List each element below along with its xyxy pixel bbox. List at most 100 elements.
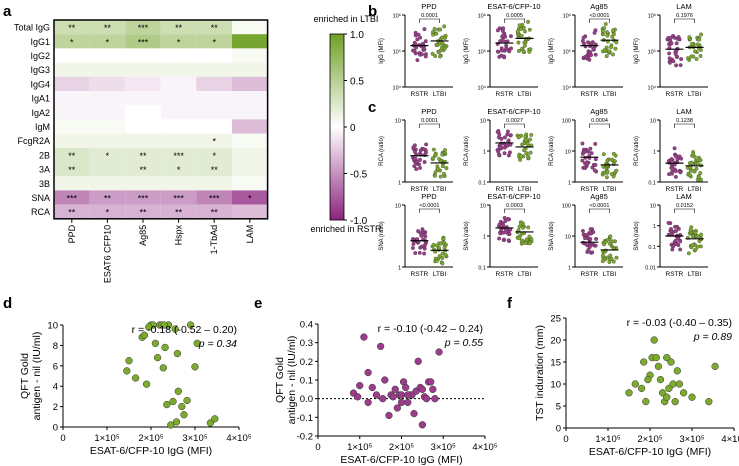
dotplot-point (431, 147, 436, 152)
dotplot-point (497, 54, 502, 59)
scatter-point (161, 343, 169, 352)
dotplot-point (670, 231, 675, 236)
heatmap-star: * (248, 194, 252, 204)
dotplot-point (694, 57, 699, 61)
scatter-point (153, 353, 162, 362)
heatmap-cell (232, 91, 268, 106)
scatter-point (160, 321, 168, 329)
heatmap-cell (232, 62, 268, 77)
dotplot-point (416, 32, 421, 37)
dotplot-p-value: 0.0001 (421, 13, 438, 19)
dotplot-y-tick-label: 10⁶ (648, 13, 656, 20)
dotplot-point (413, 251, 418, 256)
dotplot-point (605, 169, 610, 174)
dotplot-point (672, 146, 677, 151)
heatmap-cell (232, 34, 268, 49)
scatter-y-tick-label: 10 (550, 380, 561, 391)
dotplot-point (600, 259, 605, 264)
heatmap-row-label: 3A (39, 165, 50, 175)
colorbar-tick-label: 1.0 (350, 30, 364, 41)
dotplot-point (440, 256, 445, 260)
dotplot-point (677, 154, 682, 159)
dotplots-panel-c: PPD 10 1 RCA (ratio) RSTR LTBI 0.0001 ESAT-6/CF… (379, 107, 708, 278)
scatter-stat-p: p = 0.89 (693, 331, 732, 343)
heatmap-cell (160, 147, 197, 162)
dotplot-group-label: LTBI (518, 91, 531, 98)
dotplot-group-label: RSTR (496, 91, 514, 98)
dotplot-y-tick-label: 1 (483, 150, 486, 156)
scatter-y-label: QFT Gold (274, 357, 286, 403)
panel-label-e: e (254, 295, 262, 312)
dotplot-point (441, 236, 446, 241)
scatter-point (372, 391, 381, 399)
scatter-point (663, 353, 671, 362)
dotplot-point (608, 241, 612, 246)
scatter-x-label: ESAT-6/CFP-10 IgG (MFI) (589, 446, 711, 458)
scatter-point (159, 364, 167, 372)
dotplot-point (417, 250, 422, 255)
heatmap-col-label: PPD (67, 224, 77, 243)
dotplot-point (669, 41, 674, 46)
dotplot-y-label: IgG (MFI) (634, 38, 640, 64)
heatmap-cell (125, 147, 161, 162)
colorbar-tick-label: -0.5 (350, 170, 368, 181)
dotplot-point (417, 162, 422, 167)
dotplot-point (502, 151, 507, 156)
dotplot-point (580, 228, 585, 233)
scatter-point (376, 342, 385, 351)
dotplot-y-tick-label: 0.01 (645, 266, 656, 272)
dotplot-title: Ag85 (590, 107, 608, 116)
scatter-point (381, 376, 389, 384)
heatmap-cell (89, 62, 126, 77)
heatmap-cell (89, 91, 126, 106)
heatmap-cell (54, 190, 90, 205)
dotplot-point (411, 145, 416, 150)
scatter-y-tick-label: 4 (53, 382, 58, 393)
heatmap-cell (196, 20, 232, 35)
dotplot-bracket (674, 18, 695, 23)
heatmap-col-label: LAM (245, 225, 255, 244)
dotplot-point (437, 156, 442, 161)
dotplot-p-value: <0.0001 (419, 203, 439, 209)
scatter-point (650, 336, 658, 344)
dotplot-point (688, 228, 693, 233)
scatter-y-label: QFT Gold (19, 353, 31, 399)
scatter-point (364, 368, 372, 377)
heatmap-cell (196, 105, 232, 120)
heatmap-cell (54, 176, 90, 191)
dotplot-point (438, 174, 443, 179)
dotplot-p-value: 0.1976 (676, 13, 693, 19)
dotplot-group-label: LTBI (433, 186, 446, 193)
heatmap-row-label: 2B (39, 150, 50, 160)
dotplot-y-tick-label: 1 (653, 150, 656, 156)
dotplot-point (527, 234, 532, 239)
scatter-point (151, 339, 160, 348)
scatter-point (131, 374, 140, 382)
scatter-point (173, 349, 182, 358)
heatmap-cell (89, 105, 126, 120)
scatter-y-label: TST induration (mm) (534, 325, 546, 421)
dotplot-point (694, 166, 699, 171)
heatmap-row-label: RCA (31, 207, 50, 217)
dotplot-point (497, 132, 502, 137)
dotplot-group-label: LTBI (603, 91, 616, 98)
dotplot-point (517, 23, 522, 28)
heatmap-cell (160, 34, 197, 49)
dotplot-point (607, 49, 612, 54)
scatter-panel-e: -0.2 -0.1 0.0 0.1 0.2 0.3 0.4 0 1×10⁵ 2×10⁵ 3×10⁵ 4… (274, 320, 498, 466)
scatter-point (663, 393, 671, 401)
heatmap-cell (196, 91, 232, 106)
dotplot-point (418, 35, 423, 40)
dotplot-point (674, 63, 679, 68)
scatter-y-tick-label: 0 (53, 423, 58, 434)
dotplot-point (444, 242, 448, 247)
heatmap-cell (125, 34, 161, 49)
heatmap-cell (89, 34, 126, 49)
dotplot-point (591, 47, 596, 51)
scatter-point (688, 393, 696, 401)
dotplot-point (693, 230, 698, 235)
heatmap-col-label: Ag85 (138, 225, 148, 246)
dotplot-point (672, 35, 677, 40)
heatmap-cell (54, 91, 90, 106)
